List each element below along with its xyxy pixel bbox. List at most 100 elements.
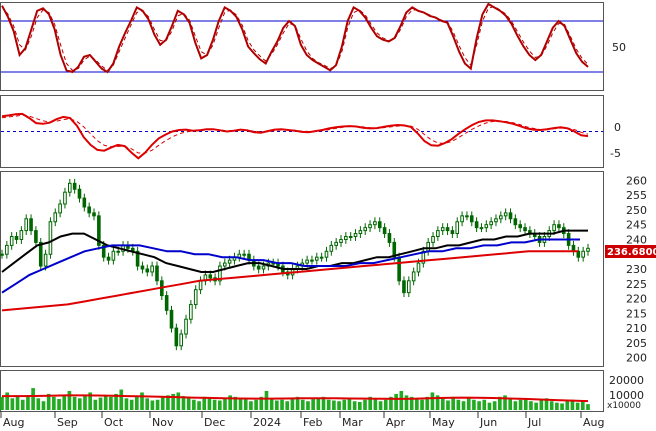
volume-bar: [529, 401, 533, 410]
volume-bar: [26, 396, 30, 410]
volume-bar: [472, 399, 476, 410]
volume-bar: [523, 398, 528, 410]
volume-bar: [192, 399, 196, 410]
volume-bar: [352, 401, 357, 410]
volume-bar: [415, 398, 419, 410]
candle-body: [5, 244, 9, 255]
candle-body: [581, 250, 585, 258]
volume-bar: [461, 401, 466, 410]
volume-bar: [243, 398, 248, 410]
volume-bar: [145, 398, 150, 410]
month-label: May: [432, 416, 455, 429]
candle-body: [436, 230, 440, 238]
volume-bar: [280, 399, 284, 410]
volume-bar: [518, 399, 523, 410]
volume-bar: [332, 400, 336, 410]
volume-bar: [155, 399, 160, 410]
candle-body: [24, 218, 29, 232]
macd-tick-label: -5: [610, 147, 621, 160]
candle-body: [552, 224, 556, 232]
month-label: Feb: [303, 416, 322, 429]
candle-body: [222, 262, 227, 267]
series-line: [1, 5, 589, 71]
price-tick-label: 225: [626, 278, 647, 291]
candle-body: [431, 236, 435, 243]
candle-body: [116, 250, 121, 253]
candle-body: [208, 274, 213, 279]
volume-bar: [46, 393, 51, 410]
candle-body: [445, 227, 450, 232]
candle-body: [523, 227, 527, 232]
volume-bar: [202, 396, 207, 410]
volume-bar: [466, 398, 471, 410]
candle-body: [339, 238, 343, 243]
month-label: Oct: [104, 416, 124, 429]
volume-bar: [456, 399, 461, 410]
candle-body: [82, 197, 87, 208]
series-line: [1, 114, 589, 154]
volume-bar: [549, 401, 554, 410]
volume-bar: [404, 395, 409, 410]
candle-body: [34, 230, 38, 243]
candle-body: [469, 215, 474, 223]
volume-bar: [508, 398, 513, 410]
volume-bar: [166, 395, 170, 410]
candle-body: [416, 262, 421, 273]
volume-bar: [321, 396, 326, 410]
volume-bar: [477, 401, 481, 410]
volume-bar: [228, 395, 232, 410]
stoch-tick-label: 50: [612, 41, 626, 54]
volume-bar: [109, 396, 113, 410]
volume-bar: [311, 399, 315, 410]
volume-bar: [124, 398, 129, 410]
volume-bar: [337, 401, 341, 410]
candle-body: [392, 241, 397, 258]
month-label: Jun: [479, 416, 497, 429]
candle-body: [474, 221, 479, 229]
candle-body: [314, 256, 319, 261]
volume-bar: [295, 396, 300, 410]
volume-panel: [0, 370, 604, 412]
candle-body: [184, 318, 188, 335]
candle-body: [179, 333, 183, 347]
price-tick-label: 230: [626, 263, 647, 276]
volume-bar: [140, 392, 144, 410]
candle-body: [576, 250, 581, 258]
volume-bar: [207, 397, 212, 410]
volume-bar: [275, 400, 279, 410]
volume-bar: [20, 399, 25, 410]
volume-bar: [135, 396, 139, 410]
volume-bar: [212, 399, 217, 410]
volume-bar: [264, 391, 269, 410]
volume-bar: [176, 392, 181, 410]
volume-bar: [316, 398, 321, 410]
volume-bar: [249, 401, 253, 410]
candle-body: [484, 224, 489, 229]
month-label: Aug: [3, 416, 24, 429]
price-tick-label: 240: [626, 233, 647, 246]
volume-bar: [389, 396, 393, 410]
candle-body: [353, 233, 358, 238]
candle-body: [87, 206, 91, 214]
candle-body: [499, 215, 503, 220]
volume-bar: [435, 395, 440, 410]
volume-bar: [363, 399, 367, 410]
volume-bar: [103, 395, 108, 410]
candle-body: [261, 265, 266, 270]
series-line: [1, 229, 588, 273]
price-tick-label: 220: [626, 293, 647, 306]
volume-bar: [57, 399, 61, 410]
candle-body: [68, 182, 72, 193]
volume-bar: [217, 400, 222, 410]
volume-bar: [513, 401, 518, 410]
candle-body: [508, 212, 513, 220]
month-label: Dec: [204, 416, 225, 429]
candle-body: [150, 265, 154, 273]
volume-bar: [580, 401, 585, 410]
month-label: 2024: [253, 416, 281, 429]
candle-body: [63, 191, 67, 205]
volume-bar: [114, 393, 118, 410]
volume-bar: [98, 397, 103, 410]
month-label: Apr: [386, 416, 406, 429]
volume-bar: [290, 398, 295, 410]
